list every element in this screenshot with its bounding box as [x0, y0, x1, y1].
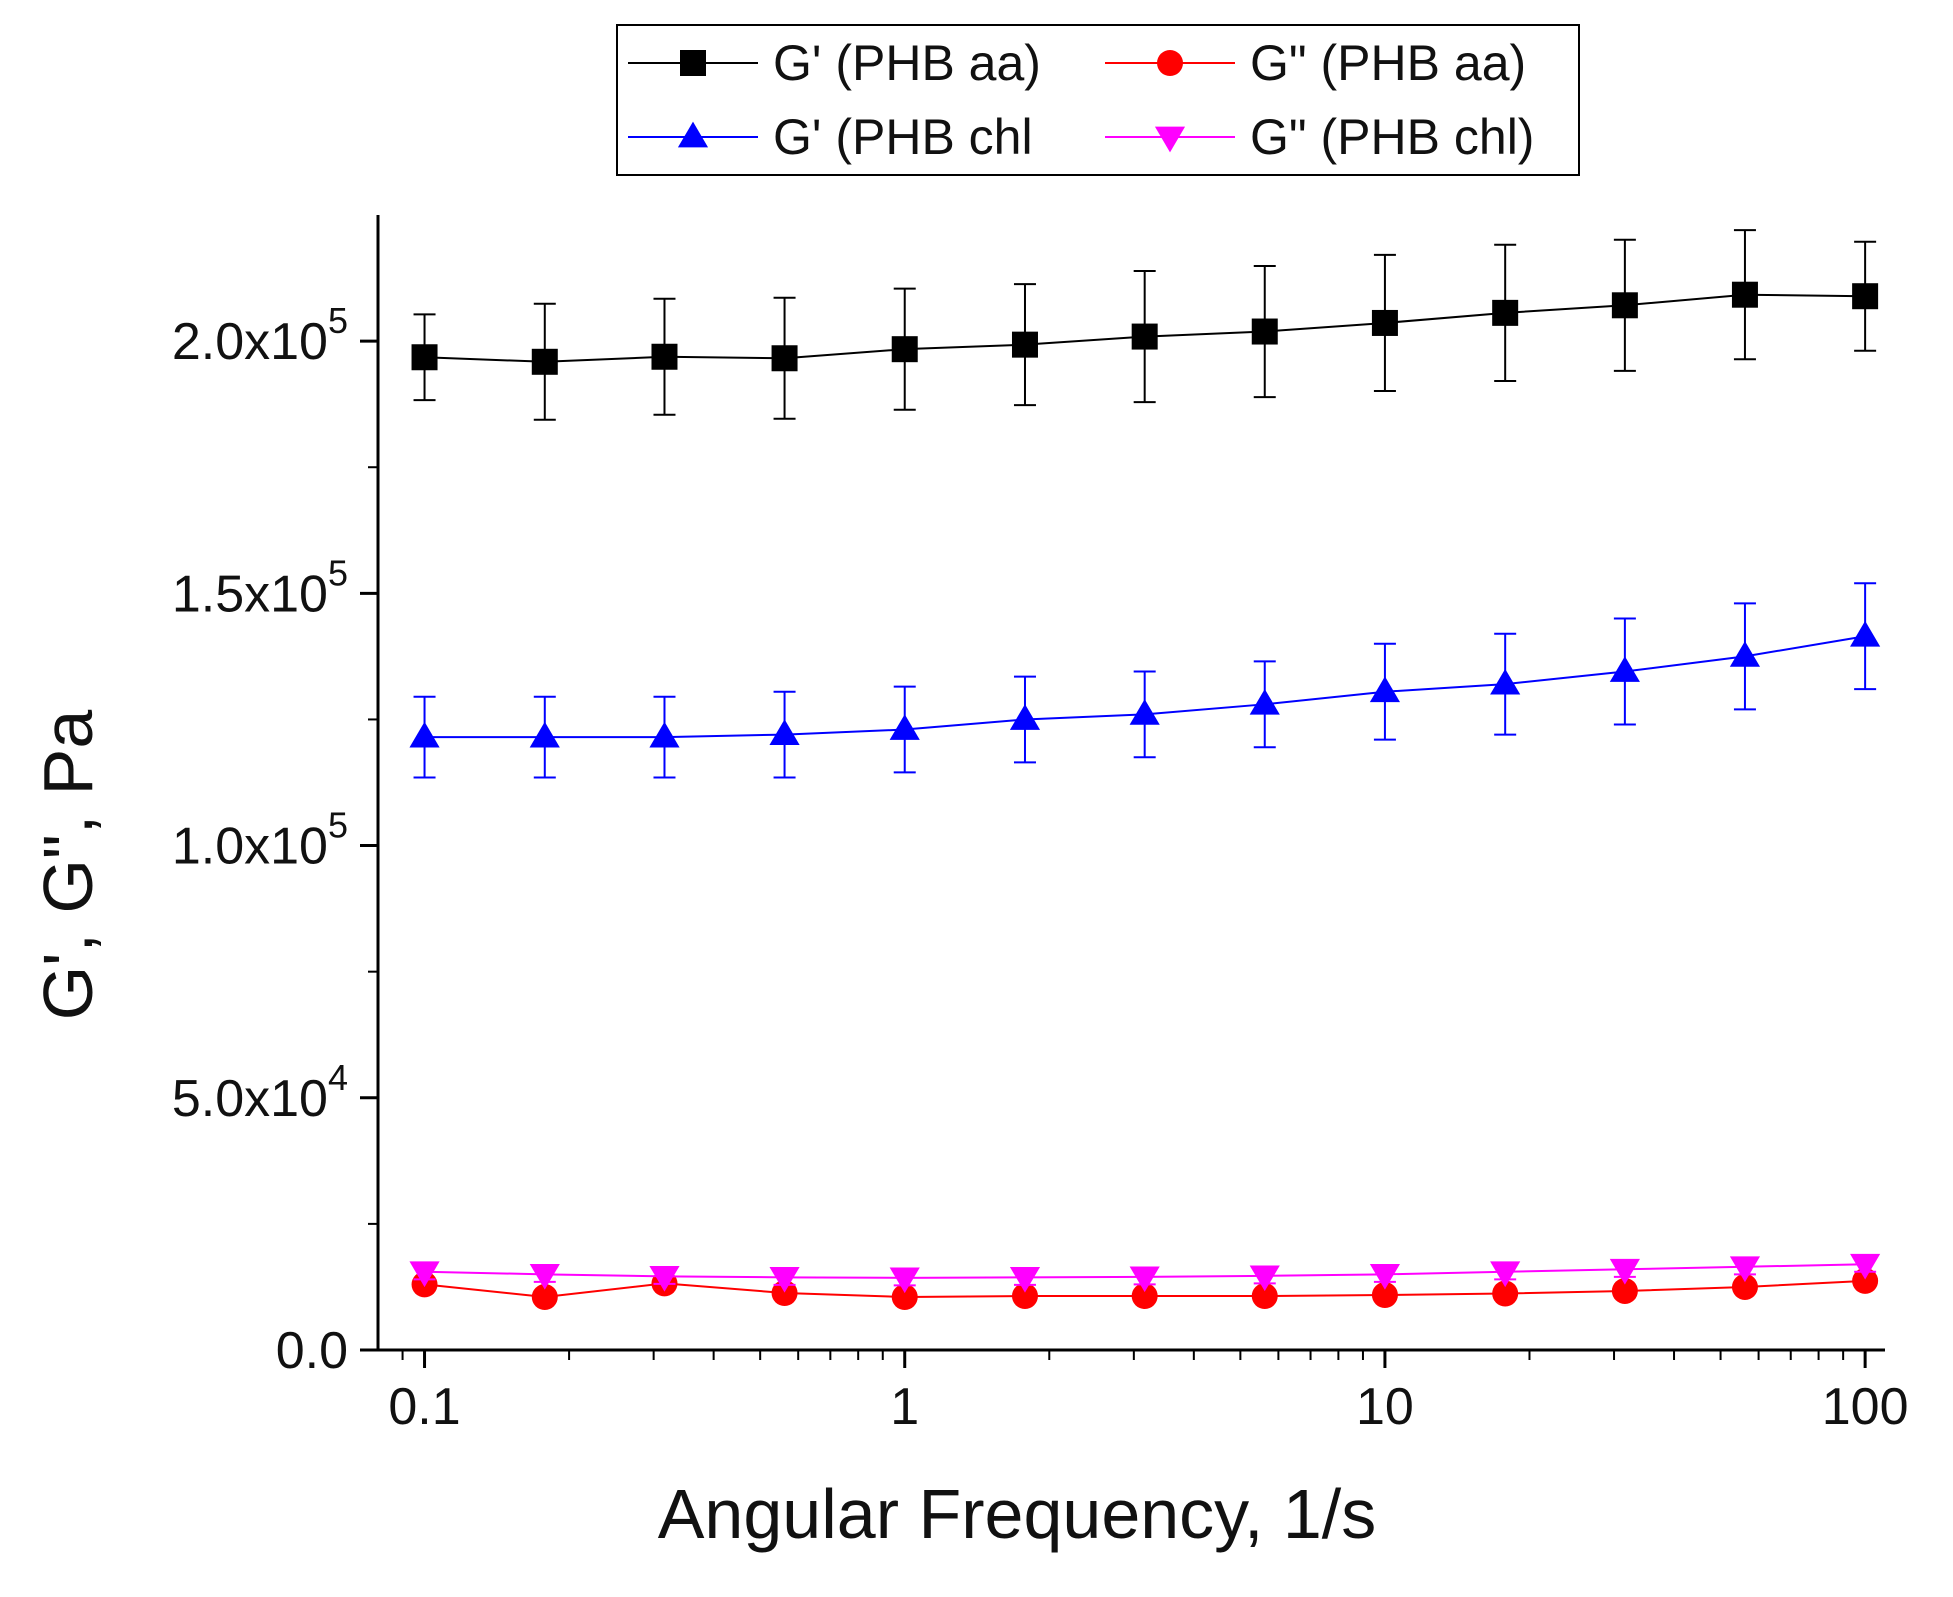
x-tick-label: 0.1 — [388, 1378, 460, 1436]
data-point — [1611, 292, 1638, 319]
legend-item: G' (PHB chl — [628, 109, 1033, 165]
data-point — [1729, 641, 1761, 667]
data-point — [1492, 299, 1519, 326]
y-axis-title: G', G", Pa — [29, 710, 107, 1021]
series-0 — [411, 229, 1879, 421]
data-point — [1129, 699, 1160, 725]
y-tick-exponent: 5 — [328, 805, 348, 846]
data-point — [1009, 704, 1041, 730]
data-point — [1371, 309, 1398, 336]
data-point — [529, 1263, 560, 1290]
data-point — [1609, 656, 1640, 682]
series-layer — [409, 229, 1881, 1311]
data-point — [1852, 283, 1879, 310]
data-point — [1249, 688, 1280, 715]
data-point — [1011, 331, 1038, 358]
data-point — [649, 1265, 680, 1292]
data-point — [1369, 676, 1401, 703]
data-point — [889, 1267, 920, 1294]
data-point — [409, 721, 440, 748]
data-point — [1850, 620, 1881, 647]
data-point — [769, 719, 800, 745]
data-point — [1609, 1258, 1640, 1285]
series-2 — [409, 582, 1881, 779]
x-tick-label: 10 — [1356, 1378, 1414, 1436]
data-point — [1731, 1273, 1758, 1300]
data-point — [1850, 1253, 1881, 1280]
data-point — [529, 721, 560, 748]
data-point — [411, 344, 438, 371]
legend-marker — [677, 121, 709, 148]
legend-label: G' (PHB chl — [773, 109, 1033, 165]
legend-label: G" (PHB chl) — [1250, 109, 1534, 165]
legend-label: G" (PHB aa) — [1250, 35, 1526, 91]
data-point — [1611, 1277, 1638, 1304]
legend-box — [616, 24, 1580, 176]
x-axis-title: Angular Frequency, 1/s — [658, 1475, 1377, 1553]
legend-marker — [1157, 50, 1183, 76]
data-point — [1131, 1283, 1158, 1310]
legend: G' (PHB aa) G" (PHB aa) G' (PHB chl G" (PHB… — [616, 24, 1580, 176]
legend-label: G' (PHB aa) — [773, 35, 1041, 91]
data-point — [1131, 323, 1158, 350]
legend-item: G' (PHB aa) — [628, 35, 1041, 91]
series-3 — [409, 1253, 1881, 1294]
data-point — [531, 348, 558, 375]
data-point — [1129, 1266, 1160, 1293]
data-point — [891, 336, 918, 363]
data-point — [1729, 1256, 1761, 1283]
data-point — [1490, 1261, 1521, 1288]
y-tick-exponent: 5 — [328, 552, 348, 593]
data-point — [769, 1266, 800, 1293]
data-point — [651, 343, 678, 370]
data-point — [771, 345, 798, 372]
x-tick-label: 100 — [1822, 1378, 1909, 1436]
legend-marker — [680, 50, 706, 76]
data-point — [1369, 1263, 1401, 1290]
data-point — [531, 1284, 558, 1311]
data-point — [1249, 1265, 1280, 1292]
data-point — [409, 1261, 440, 1288]
data-point — [1492, 1280, 1519, 1307]
legend-marker — [1154, 126, 1186, 153]
legend-items: G' (PHB aa) G" (PHB aa) G' (PHB chl G" (PHB… — [628, 35, 1534, 165]
data-point — [1251, 318, 1278, 345]
legend-item: G" (PHB chl) — [1105, 109, 1534, 165]
data-point — [1371, 1282, 1398, 1309]
data-point — [1251, 1283, 1278, 1310]
x-tick-label: 1 — [890, 1378, 919, 1436]
data-point — [891, 1284, 918, 1311]
data-point — [649, 721, 680, 748]
data-point — [1490, 668, 1521, 695]
data-point — [771, 1279, 798, 1306]
y-tick-label: 0.0 — [276, 1322, 348, 1380]
data-point — [889, 714, 920, 740]
data-point — [1009, 1266, 1041, 1293]
y-tick-exponent: 5 — [328, 300, 348, 341]
legend-item: G" (PHB aa) — [1105, 35, 1526, 91]
data-point — [1011, 1283, 1038, 1310]
data-point — [1852, 1267, 1879, 1294]
data-point — [1731, 281, 1758, 308]
y-tick-exponent: 4 — [328, 1057, 348, 1098]
